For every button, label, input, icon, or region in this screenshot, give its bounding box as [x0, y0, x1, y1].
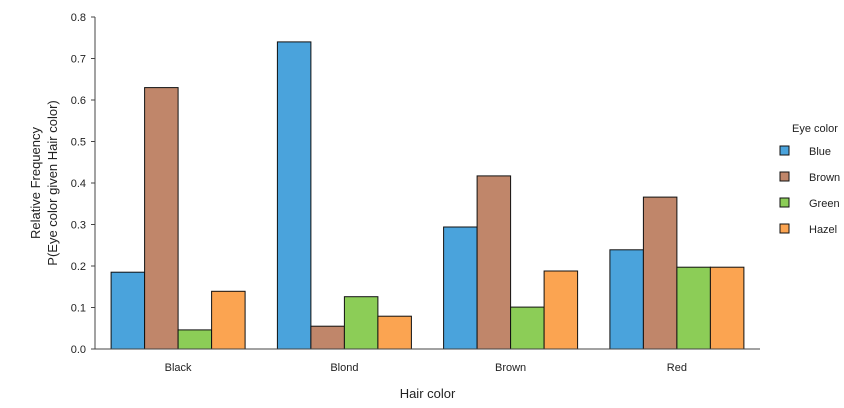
bar-blond-brown	[310, 325, 345, 350]
legend-items: Blue Brown Green Hazel	[779, 145, 840, 236]
legend: Eye color Blue Brown Green Hazel	[779, 123, 840, 236]
bar-blond-hazel	[377, 315, 412, 350]
y-tick-label: 0.7	[71, 54, 86, 66]
legend-swatch-blue	[779, 145, 790, 156]
y-axis-title-line-2: P(Eye color given Hair color)	[45, 100, 60, 265]
y-axis-title: Relative Frequency P(Eye color given Hai…	[28, 100, 60, 265]
y-tick-label: 0.6	[71, 95, 86, 107]
bar-black-hazel	[211, 290, 246, 350]
bar-brown-green	[510, 306, 545, 350]
x-ticks: Black Blond Brown Red	[165, 362, 687, 374]
bar-red-brown	[642, 196, 678, 350]
bar-brown-brown	[476, 175, 512, 350]
x-axis-title: Hair color	[400, 386, 456, 401]
y-tick-label: 0.0	[71, 344, 86, 356]
legend-label-brown: Brown	[809, 172, 840, 184]
legend-label-hazel: Hazel	[809, 224, 837, 236]
y-tick-label: 0.4	[71, 178, 86, 190]
y-axis-title-line-1: Relative Frequency	[28, 127, 43, 239]
bar-red-hazel	[709, 266, 745, 350]
bar-brown-hazel	[543, 270, 579, 350]
bar-black-green	[177, 329, 213, 350]
y-ticks: 0.0 0.1 0.2 0.3 0.4 0.5 0.6 0.7 0.8	[71, 12, 95, 356]
bar-black-brown	[144, 87, 179, 350]
bar-brown-blue	[443, 226, 478, 350]
y-tick-label: 0.8	[71, 12, 86, 24]
legend-label-green: Green	[809, 198, 840, 210]
legend-swatch-hazel	[779, 223, 790, 234]
y-tick-label: 0.3	[71, 220, 86, 232]
y-tick-label: 0.5	[71, 137, 86, 149]
legend-title: Eye color	[792, 123, 838, 135]
bar-red-green	[676, 266, 711, 350]
x-tick-label: Red	[667, 362, 687, 374]
legend-label-blue: Blue	[809, 146, 831, 158]
bars-layer	[110, 41, 745, 350]
legend-swatch-green	[779, 197, 790, 208]
bar-red-blue	[609, 249, 644, 350]
bar-black-blue	[110, 271, 146, 350]
y-tick-label: 0.2	[71, 261, 86, 273]
bar-blond-blue	[276, 41, 312, 350]
legend-swatch-brown	[779, 171, 790, 182]
y-tick-label: 0.1	[71, 303, 86, 315]
x-tick-label: Blond	[330, 362, 358, 374]
x-tick-label: Black	[165, 362, 192, 374]
bar-blond-green	[343, 296, 379, 350]
x-tick-label: Brown	[495, 362, 526, 374]
